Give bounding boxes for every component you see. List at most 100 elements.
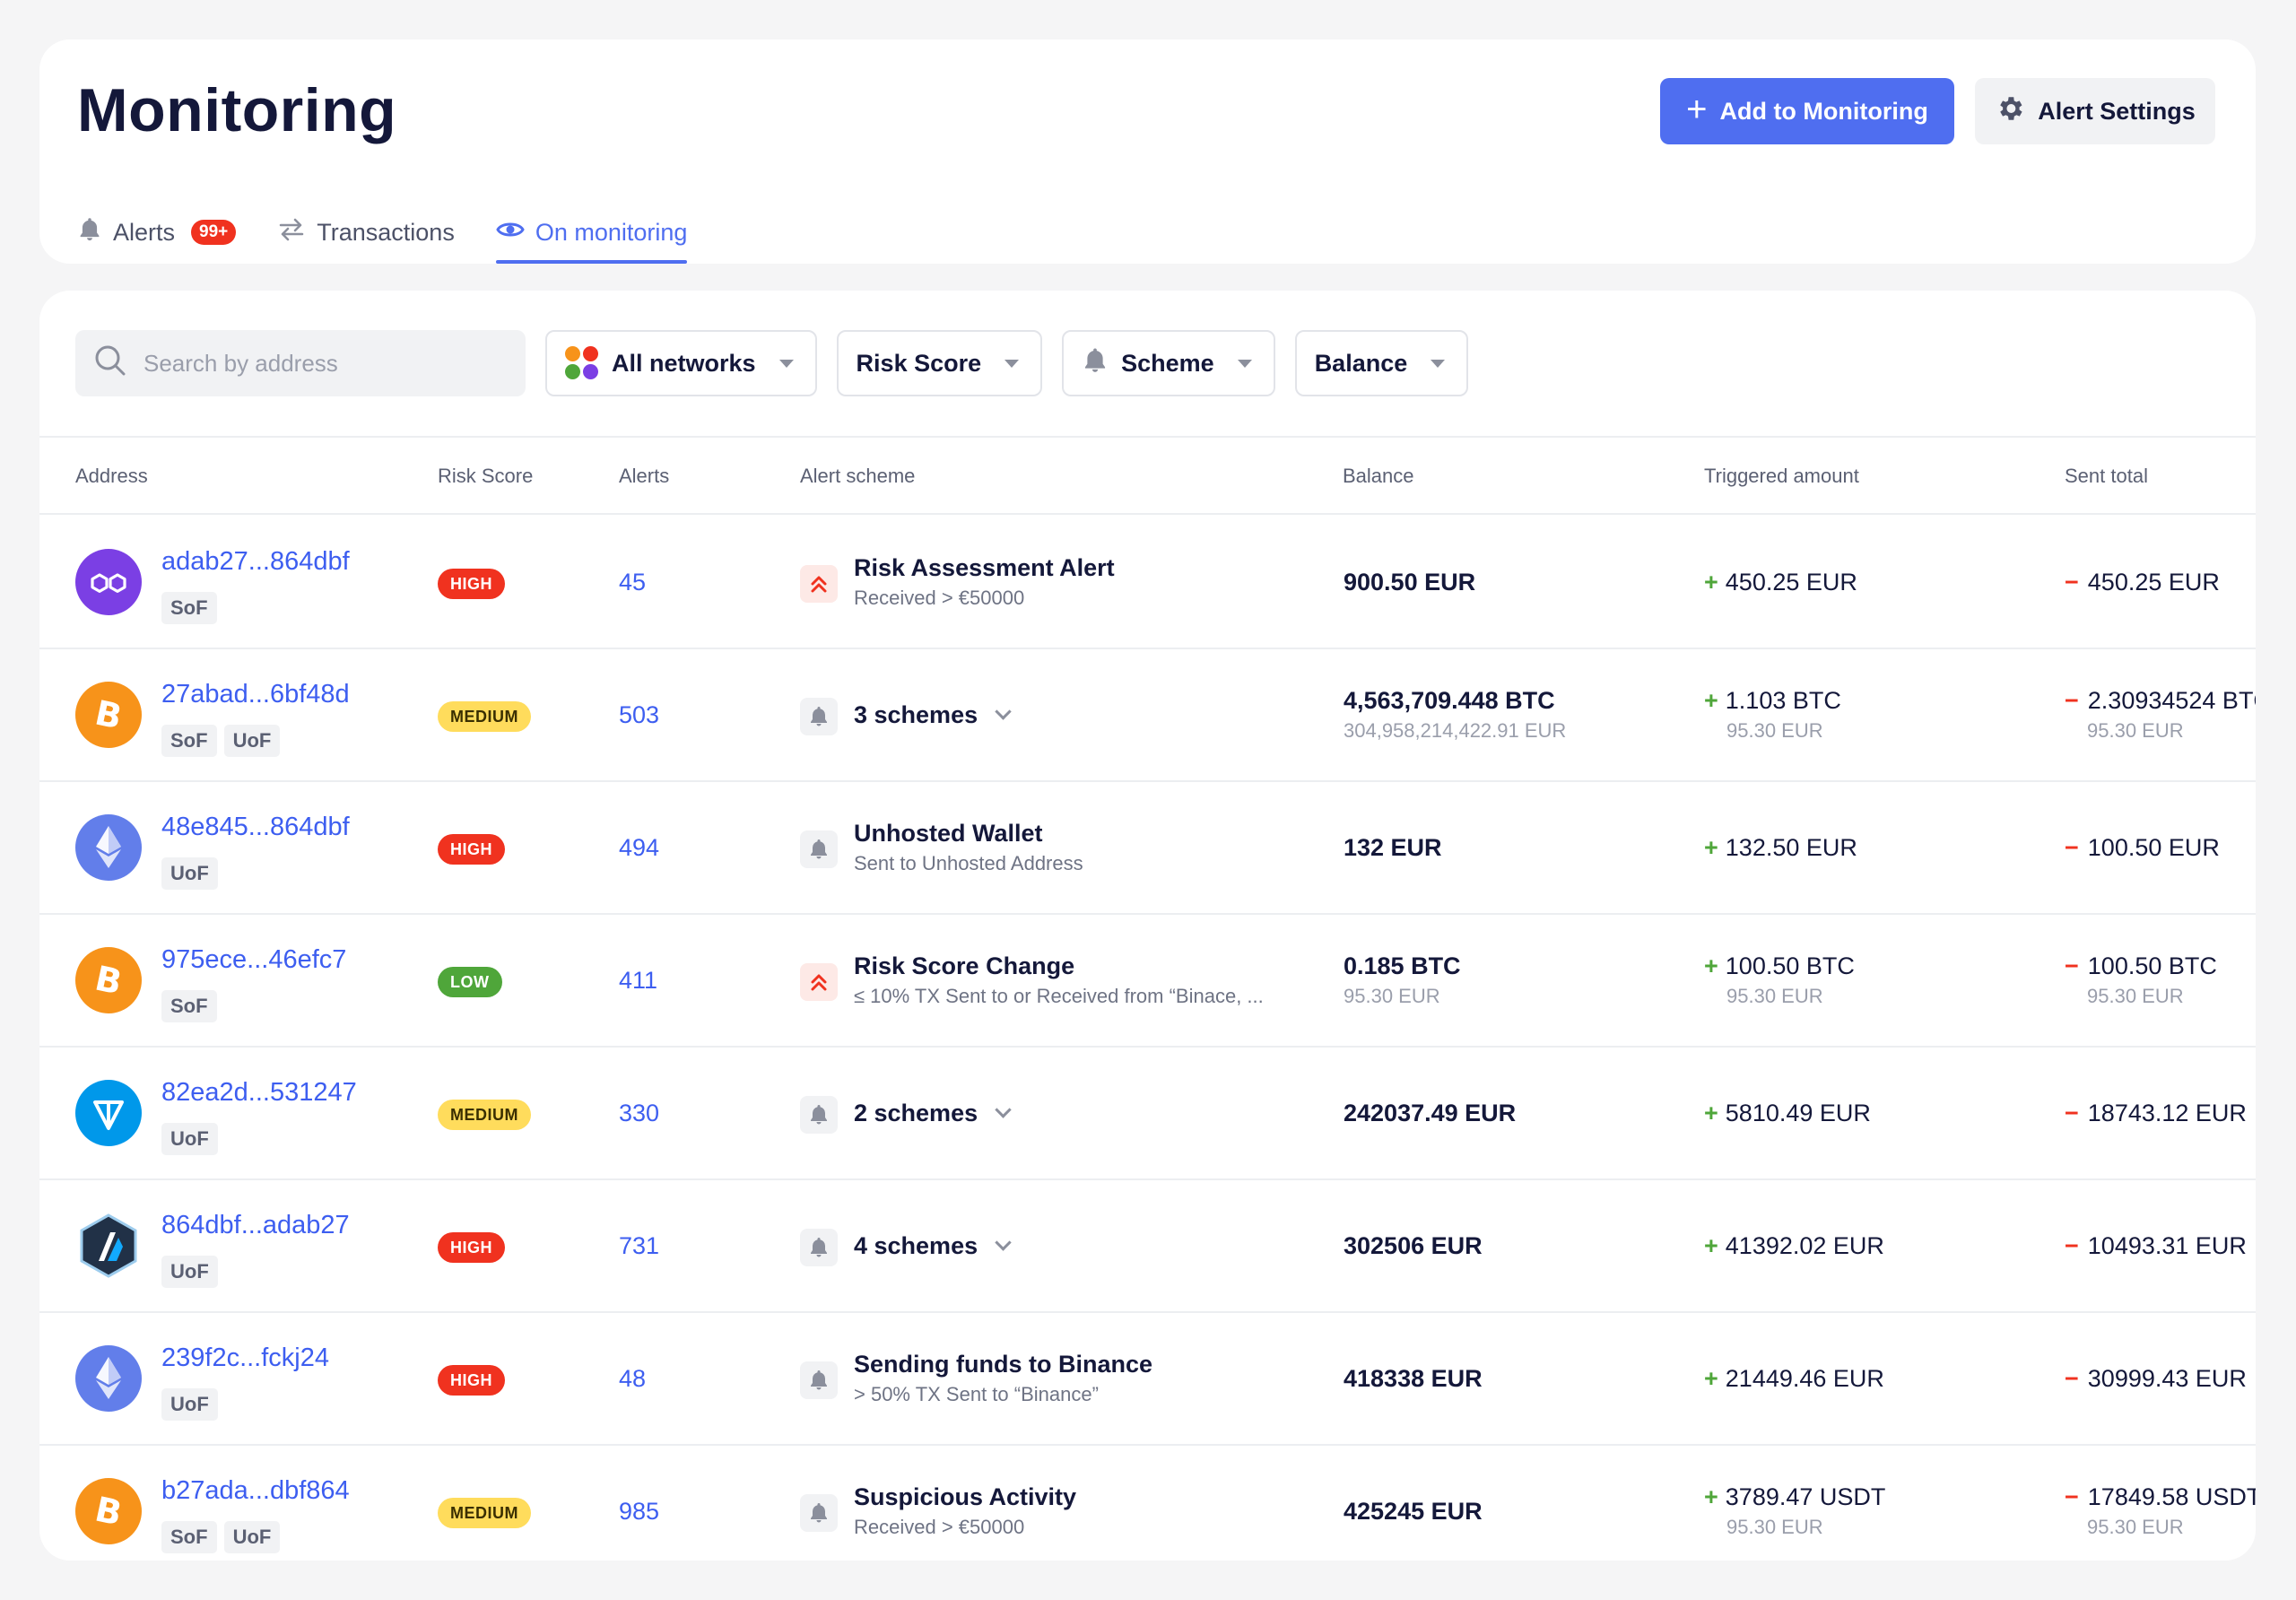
address-tags: UoF	[161, 1123, 218, 1155]
risk-increase-icon	[800, 963, 838, 1001]
plus-sign: +	[1704, 834, 1718, 861]
triggered-fiat: 95.30 EUR	[1726, 985, 1823, 1007]
tabs: Alerts 99+ Transactions On monitoring	[77, 201, 728, 264]
filter-bar: Search by address All networks Risk Scor…	[75, 330, 1469, 396]
column-balance[interactable]: Balance	[1343, 465, 1414, 487]
minus-sign: −	[2065, 1232, 2079, 1259]
risk-score-dropdown[interactable]: Risk Score	[836, 330, 1043, 396]
alerts-count-link[interactable]: 45	[619, 569, 647, 596]
address-link[interactable]: adab27...864dbf	[161, 547, 350, 576]
column-alert-scheme[interactable]: Alert scheme	[800, 465, 916, 487]
scheme-expand-toggle[interactable]: 3 schemes	[854, 701, 1012, 729]
scheme-dropdown[interactable]: Scheme	[1062, 330, 1275, 396]
add-to-monitoring-button[interactable]: + Add to Monitoring	[1660, 78, 1954, 144]
caret-down-icon	[1431, 359, 1446, 368]
scheme-subtitle: ≤ 10% TX Sent to or Received from “Binac…	[854, 985, 1264, 1007]
triggered-value: 41392.02 EUR	[1725, 1232, 1884, 1259]
table-row[interactable]: B 27abad...6bf48d SoF UoF MEDIUM 503 3 sc…	[39, 649, 2256, 782]
plus-sign: +	[1704, 952, 1718, 979]
sent-total: −10493.31 EUR	[2065, 1232, 2247, 1260]
risk-badge: LOW	[438, 967, 502, 997]
triggered-amount: +450.25 EUR	[1704, 569, 1857, 596]
address-tags: SoF UoF	[161, 1521, 281, 1553]
triggered-amount: +1.103 BTC	[1704, 687, 1841, 715]
alerts-count-link[interactable]: 503	[619, 701, 660, 728]
balance-dropdown[interactable]: Balance	[1294, 330, 1469, 396]
networks-dropdown-label: All networks	[612, 349, 756, 377]
scheme-title: Unhosted Wallet	[854, 820, 1043, 847]
address-link[interactable]: b27ada...dbf864	[161, 1476, 350, 1505]
scheme-title: Suspicious Activity	[854, 1483, 1077, 1510]
tab-alerts[interactable]: Alerts 99+	[77, 201, 237, 264]
triggered-value: 5810.49 EUR	[1725, 1100, 1871, 1126]
table-row[interactable]: 864dbf...adab27 UoF HIGH 731 4 schemes 3…	[39, 1180, 2256, 1313]
networks-dropdown[interactable]: All networks	[545, 330, 817, 396]
triggered-fiat: 95.30 EUR	[1726, 1516, 1823, 1538]
address-tags: UoF	[161, 857, 218, 890]
plus-icon: +	[1686, 90, 1708, 129]
address-link[interactable]: 239f2c...fckj24	[161, 1343, 329, 1372]
alerts-count-link[interactable]: 330	[619, 1100, 660, 1126]
column-alerts[interactable]: Alerts	[619, 465, 670, 487]
alerts-count-link[interactable]: 985	[619, 1498, 660, 1525]
sent-value: 450.25 EUR	[2087, 569, 2220, 596]
arbitrum-icon	[75, 1213, 142, 1279]
address-link[interactable]: 864dbf...adab27	[161, 1211, 350, 1239]
bitcoin-icon: B	[75, 682, 142, 748]
alerts-count-link[interactable]: 48	[619, 1365, 647, 1392]
alerts-count-link[interactable]: 411	[619, 967, 658, 994]
table-row[interactable]: adab27...864dbf SoF HIGH 45 Risk Assessm…	[39, 517, 2256, 649]
search-input[interactable]: Search by address	[75, 330, 526, 396]
triggered-amount: +5810.49 EUR	[1704, 1100, 1871, 1127]
table-row[interactable]: B b27ada...dbf864 SoF UoF MEDIUM 985 Susp…	[39, 1446, 2256, 1561]
table-row[interactable]: B 975ece...46efc7 SoF LOW 411 Risk Score…	[39, 915, 2256, 1048]
sent-total: −2.30934524 BTC	[2065, 687, 2256, 715]
sent-total: −17849.58 USDT	[2065, 1483, 2256, 1511]
address-link[interactable]: 82ea2d...531247	[161, 1078, 357, 1107]
table-row[interactable]: 239f2c...fckj24 UoF HIGH 48 Sending fund…	[39, 1313, 2256, 1446]
address-link[interactable]: 27abad...6bf48d	[161, 680, 350, 709]
scheme-subtitle: Sent to Unhosted Address	[854, 852, 1083, 874]
caret-down-icon	[1237, 359, 1252, 368]
address-link[interactable]: 48e845...864dbf	[161, 813, 350, 841]
chevron-down-icon	[995, 1101, 1012, 1118]
scheme-subtitle: Received > €50000	[854, 587, 1025, 609]
column-risk-score[interactable]: Risk Score	[438, 465, 534, 487]
bell-icon	[800, 1229, 838, 1266]
plus-sign: +	[1704, 1365, 1718, 1392]
sent-total: −100.50 BTC	[2065, 952, 2217, 980]
bitcoin-icon: B	[75, 947, 142, 1013]
balance-fiat: 304,958,214,422.91 EUR	[1344, 719, 1567, 742]
scheme-expand-toggle[interactable]: 2 schemes	[854, 1100, 1012, 1127]
sent-fiat: 95.30 EUR	[2087, 719, 2184, 742]
triggered-value: 1.103 BTC	[1725, 687, 1841, 714]
address-link[interactable]: 975ece...46efc7	[161, 945, 347, 974]
alert-settings-button[interactable]: Alert Settings	[1975, 78, 2215, 144]
alerts-count-link[interactable]: 731	[619, 1232, 660, 1259]
ton-icon	[75, 1080, 142, 1146]
risk-badge: HIGH	[438, 569, 505, 599]
table-row[interactable]: 48e845...864dbf UoF HIGH 494 Unhosted Wa…	[39, 782, 2256, 915]
tab-alerts-label: Alerts	[113, 218, 176, 246]
bell-icon	[77, 216, 102, 249]
table-row[interactable]: 82ea2d...531247 UoF MEDIUM 330 2 schemes…	[39, 1048, 2256, 1180]
alerts-count-link[interactable]: 494	[619, 834, 660, 861]
bell-icon	[800, 698, 838, 735]
column-triggered-amount[interactable]: Triggered amount	[1704, 465, 1859, 487]
tag-uof: UoF	[161, 1388, 218, 1421]
minus-sign: −	[2065, 1100, 2079, 1126]
swap-arrows-icon	[277, 217, 306, 248]
address-tags: UoF	[161, 1388, 218, 1421]
tab-on-monitoring-label: On monitoring	[535, 218, 688, 246]
networks-icon	[565, 346, 599, 380]
ethereum-icon	[75, 814, 142, 881]
scheme-expand-toggle[interactable]: 4 schemes	[854, 1232, 1012, 1260]
tab-transactions[interactable]: Transactions	[277, 201, 455, 264]
tab-on-monitoring[interactable]: On monitoring	[495, 201, 688, 264]
column-sent-total[interactable]: Sent total	[2065, 465, 2148, 487]
balance-value: 302506 EUR	[1344, 1232, 1483, 1259]
column-address[interactable]: Address	[75, 465, 148, 487]
address-tags: SoF UoF	[161, 725, 281, 757]
tab-transactions-label: Transactions	[317, 218, 455, 246]
scheme-title: 3 schemes	[854, 701, 978, 728]
